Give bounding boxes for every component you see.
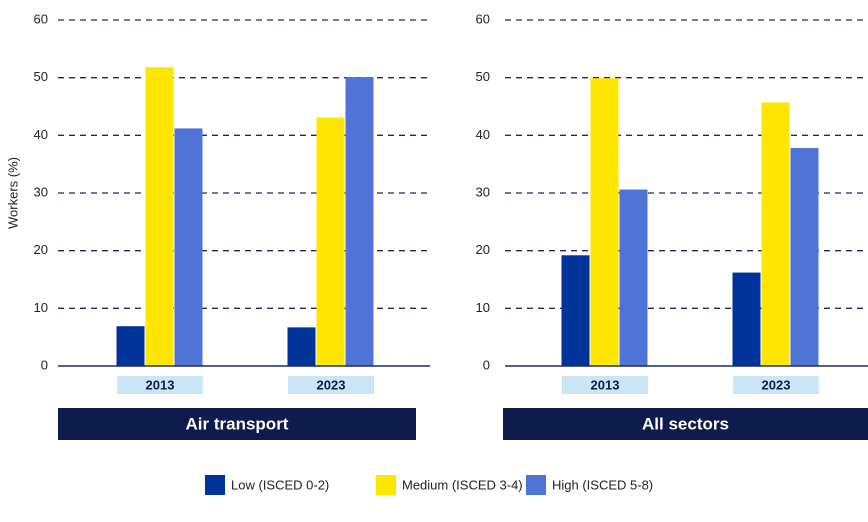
y-tick-label: 0 (41, 357, 48, 372)
y-tick-label: 0 (483, 357, 490, 372)
legend-label: High (ISCED 5-8) (552, 477, 653, 492)
legend-label: Medium (ISCED 3-4) (402, 477, 523, 492)
y-tick-label: 50 (34, 69, 48, 84)
category-box (117, 376, 203, 394)
legend-swatch (526, 475, 546, 495)
panel-label: Air transport (186, 414, 289, 433)
bar (287, 327, 316, 366)
y-tick-label: 60 (34, 11, 48, 26)
y-tick-label: 50 (476, 69, 490, 84)
y-tick-label: 40 (34, 127, 48, 142)
bar (590, 78, 619, 366)
y-tick-label: 60 (476, 11, 490, 26)
y-tick-label: 20 (476, 242, 490, 257)
x-tick-label: 2023 (317, 377, 346, 392)
category-box (733, 376, 819, 394)
bar (174, 128, 203, 366)
y-tick-label: 10 (34, 300, 48, 315)
legend-label: Low (ISCED 0-2) (231, 477, 329, 492)
bar (619, 189, 648, 366)
y-tick-label: 10 (476, 300, 490, 315)
y-tick-label: 30 (34, 184, 48, 199)
y-tick-label: 40 (476, 127, 490, 142)
panel-box (58, 408, 416, 440)
bar (316, 117, 345, 366)
legend-swatch (376, 475, 396, 495)
bar (732, 272, 761, 366)
category-box (562, 376, 648, 394)
bar (145, 67, 174, 366)
category-box (288, 376, 374, 394)
y-axis-title: Workers (%) (5, 157, 20, 229)
bar (116, 326, 145, 366)
panel-box (503, 408, 868, 440)
y-tick-label: 20 (34, 242, 48, 257)
bar (761, 102, 790, 367)
y-tick-label: 30 (476, 184, 490, 199)
legend-swatch (205, 475, 225, 495)
x-tick-label: 2013 (146, 377, 175, 392)
x-tick-label: 2013 (591, 377, 620, 392)
bar (345, 77, 374, 366)
x-tick-label: 2023 (762, 377, 791, 392)
bar (561, 255, 590, 366)
panel-label: All sectors (642, 414, 729, 433)
bar (790, 148, 819, 366)
